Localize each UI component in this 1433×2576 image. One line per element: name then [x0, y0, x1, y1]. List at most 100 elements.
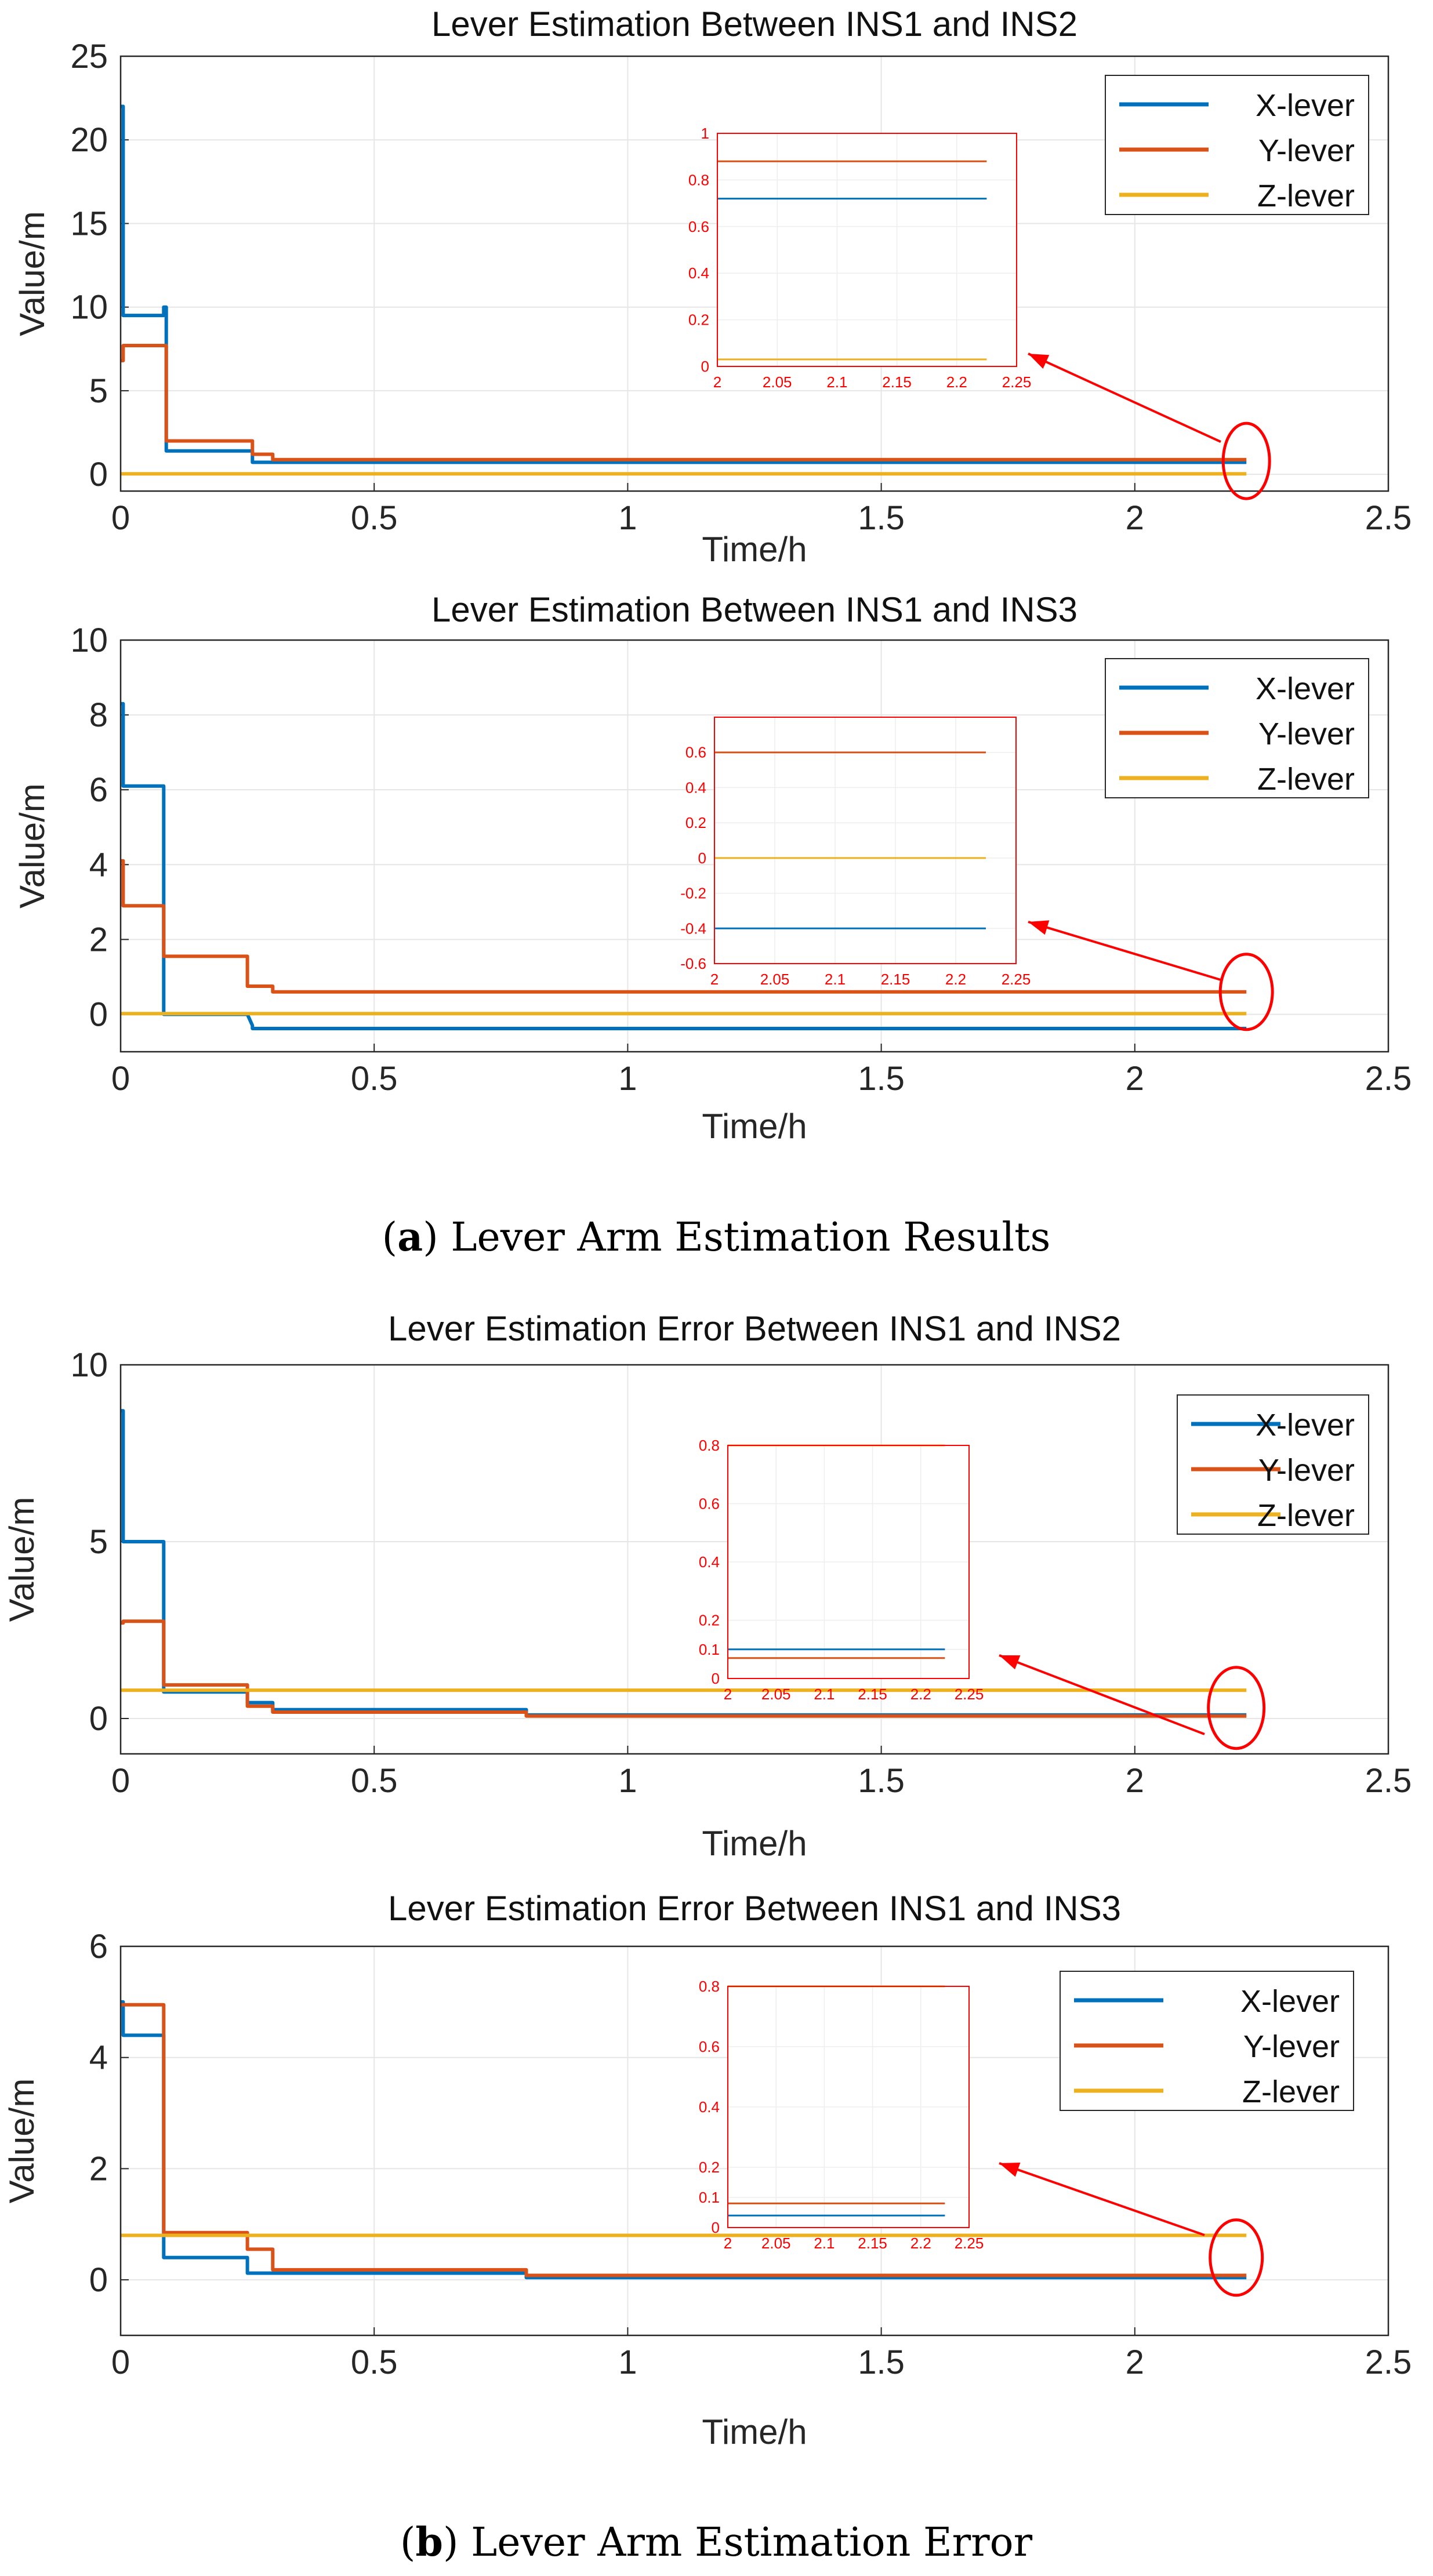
x-tick-label: 0	[111, 499, 130, 537]
y-tick-label: 8	[89, 696, 108, 734]
y-tick-label: 5	[89, 372, 108, 410]
legend-label: X-lever	[1240, 1984, 1340, 2019]
legend-label: Z-lever	[1242, 2074, 1340, 2109]
inset-box	[727, 1986, 970, 2228]
x-tick-label: 1	[618, 2344, 637, 2381]
arrow-head	[999, 2163, 1021, 2177]
inset-y-tick-label: 0	[712, 2219, 720, 2236]
x-axis-label: Time/h	[702, 1824, 807, 1863]
x-tick-label: 2	[1126, 1762, 1144, 1800]
inset-x-tick-label: 2.25	[955, 1685, 984, 1703]
legend-box	[1105, 658, 1369, 798]
highlight-ellipse	[1207, 1666, 1266, 1750]
x-tick-label: 0.5	[351, 1060, 398, 1098]
x-tick-label: 0	[111, 2344, 130, 2381]
x-tick-label: 0.5	[351, 499, 398, 537]
y-axis-label: Value/m	[2, 1497, 41, 1622]
y-axis-label: Value/m	[13, 211, 52, 336]
highlight-ellipse	[1209, 2218, 1264, 2297]
inset-y-tick-label: 0.1	[699, 1641, 720, 1658]
inset-chart: 2 2.05 2.1 2.15 2.2 2.25 -0.6 -0.4 -0.2 0 0.2 0.4 0.…	[680, 717, 1031, 988]
inset-y-tick-label: 0	[712, 1670, 720, 1687]
annotation-arrow	[999, 2162, 1205, 2236]
y-axis-label: Value/m	[13, 783, 52, 909]
inset-y-tick-label: 0.1	[699, 2189, 720, 2206]
series-line-y-lever	[121, 344, 1247, 462]
y-tick-label: 10	[70, 1346, 108, 1384]
legend-label: Z-lever	[1257, 179, 1355, 213]
inset-box	[714, 717, 1017, 964]
legend-label: X-lever	[1256, 1408, 1355, 1443]
inset-y-tick-label: -0.6	[680, 955, 706, 972]
y-tick-label: 25	[70, 38, 108, 75]
inset-x-tick-label: 2.15	[881, 971, 910, 988]
legend-label: Y-lever	[1258, 1453, 1355, 1488]
inset-box	[717, 133, 1017, 367]
annotation-arrow	[1028, 921, 1221, 981]
x-tick-label: 1.5	[858, 1060, 905, 1098]
axes-box	[119, 639, 1390, 1053]
inset-x-tick-label: 2.15	[858, 2235, 887, 2252]
y-tick-label: 15	[70, 205, 108, 242]
inset-x-tick-label: 2.05	[763, 373, 792, 391]
inset-x-tick-label: 2.1	[826, 373, 847, 391]
inset-x-tick-label: 2.05	[760, 971, 790, 988]
chart-title: Lever Estimation Error Between INS1 and …	[388, 1309, 1121, 1348]
y-tick-label: 10	[70, 622, 108, 659]
x-tick-label: 1.5	[858, 1762, 905, 1800]
x-tick-label: 1.5	[858, 499, 905, 537]
x-tick-label: 0	[111, 1060, 130, 1098]
chart-title: Lever Estimation Between INS1 and INS2	[431, 5, 1078, 43]
axes-box	[119, 55, 1390, 492]
x-tick-label: 2	[1126, 499, 1144, 537]
x-axis-label: Time/h	[702, 1107, 807, 1146]
y-axis-label: Value/m	[2, 2079, 41, 2204]
inset-x-tick-label: 2.25	[1002, 373, 1032, 391]
inset-area	[714, 717, 1016, 964]
inset-x-tick-label: 2.25	[955, 2235, 984, 2252]
inset-x-tick-label: 2.1	[814, 2235, 835, 2252]
inset-y-tick-label: 0.2	[688, 311, 709, 329]
x-tick-label: 2.5	[1365, 499, 1412, 537]
y-tick-label: 0	[89, 995, 108, 1033]
series-line-y-lever	[121, 1619, 1247, 1718]
inset-y-tick-label: 0.2	[699, 2159, 720, 2176]
inset-y-tick-label: 0.8	[688, 171, 709, 188]
x-tick-label: 2.5	[1365, 2344, 1412, 2381]
inset-y-tick-label: -0.4	[680, 920, 706, 937]
y-tick-label: 0	[89, 1700, 108, 1738]
inset-x-tick-label: 2.1	[814, 1685, 835, 1703]
highlight-ellipse	[1218, 953, 1274, 1031]
inset-x-tick-label: 2.15	[882, 373, 912, 391]
y-tick-label: 2	[89, 921, 108, 958]
y-tick-label: 0	[89, 2261, 108, 2299]
legend-label: X-lever	[1256, 671, 1355, 706]
inset-y-tick-label: 0.4	[699, 1553, 720, 1571]
annotation-arrow	[999, 1654, 1205, 1735]
x-tick-label: 2	[1126, 2344, 1144, 2381]
inset-x-tick-label: 2	[724, 2235, 732, 2252]
x-tick-label: 2.5	[1365, 1060, 1412, 1098]
inset-y-tick-label: 0.4	[699, 2098, 720, 2116]
x-tick-label: 2.5	[1365, 1762, 1412, 1800]
y-tick-label: 2	[89, 2150, 108, 2188]
inset-x-tick-label: 2.2	[945, 971, 966, 988]
inset-x-tick-label: 2.15	[858, 1685, 887, 1703]
x-tick-label: 1.5	[858, 2344, 905, 2381]
x-tick-label: 0.5	[351, 2344, 398, 2381]
series-line-x-lever	[121, 104, 1247, 464]
x-axis-label: Time/h	[702, 530, 807, 569]
inset-y-tick-label: 0.6	[699, 1495, 720, 1513]
annotation-arrow	[1028, 353, 1221, 443]
y-tick-label: 4	[89, 2039, 108, 2077]
inset-x-tick-label: 2.2	[946, 373, 967, 391]
x-tick-label: 0	[111, 1762, 130, 1800]
inset-y-tick-label: 0.6	[688, 218, 709, 235]
inset-y-tick-label: 0.6	[699, 2038, 720, 2055]
x-tick-label: 1	[618, 499, 637, 537]
inset-x-tick-label: 2	[724, 1685, 732, 1703]
legend-box	[1177, 1394, 1369, 1535]
inset-y-tick-label: 0.4	[685, 779, 706, 796]
y-tick-label: 4	[89, 846, 108, 884]
